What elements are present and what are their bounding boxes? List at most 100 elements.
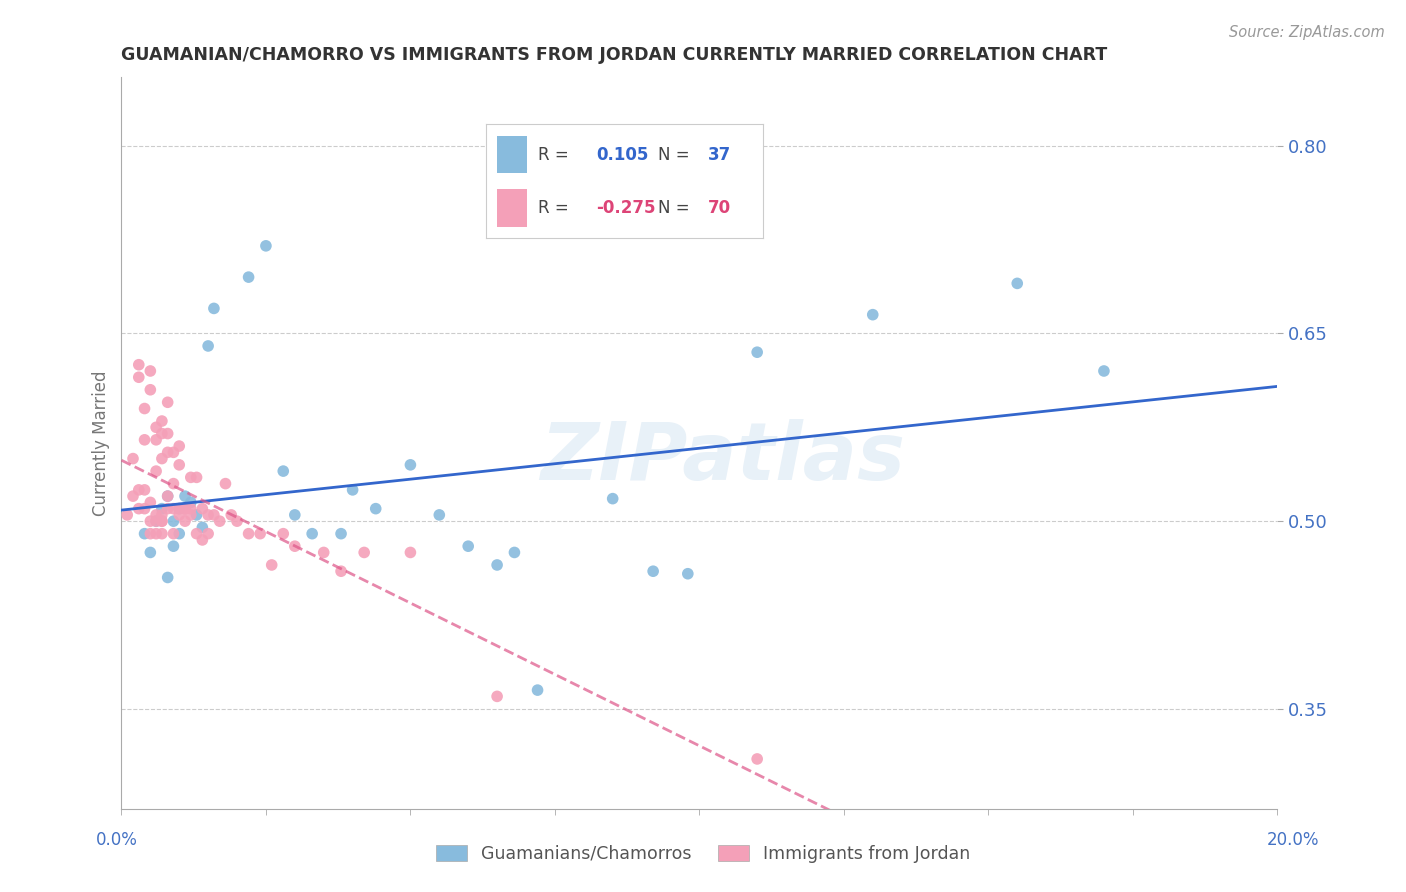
Point [145, 464, 167, 478]
Point [260, 558, 283, 572]
Point [180, 495, 202, 509]
Point [180, 508, 202, 522]
Point [150, 451, 173, 466]
Point [457, 539, 479, 553]
Point [186, 470, 208, 484]
Point [162, 526, 184, 541]
Point [134, 483, 156, 497]
Point [167, 439, 190, 453]
Point [150, 514, 173, 528]
Point [353, 545, 375, 559]
Point [174, 489, 197, 503]
Point [862, 308, 884, 322]
Point [312, 545, 335, 559]
Point [150, 508, 173, 522]
Point [150, 426, 173, 441]
Point [330, 564, 353, 578]
Text: GUAMANIAN/CHAMORRO VS IMMIGRANTS FROM JORDAN CURRENTLY MARRIED CORRELATION CHART: GUAMANIAN/CHAMORRO VS IMMIGRANTS FROM JO… [121, 46, 1108, 64]
Point [186, 526, 208, 541]
Point [156, 426, 179, 441]
Point [191, 533, 214, 547]
Point [167, 458, 190, 472]
Point [747, 752, 769, 766]
Point [162, 501, 184, 516]
Point [150, 501, 173, 516]
Point [271, 464, 294, 478]
Point [167, 508, 190, 522]
Point [162, 445, 184, 459]
Point [186, 508, 208, 522]
Point [202, 508, 225, 522]
Point [208, 514, 231, 528]
Point [150, 526, 173, 541]
Point [180, 470, 202, 484]
Point [197, 508, 219, 522]
Point [238, 270, 260, 285]
Y-axis label: Currently Married: Currently Married [93, 370, 110, 516]
Point [156, 395, 179, 409]
Text: ZIPatlas: ZIPatlas [540, 418, 905, 497]
Point [115, 508, 138, 522]
Point [150, 414, 173, 428]
Point [219, 508, 242, 522]
Point [330, 526, 353, 541]
Point [174, 501, 197, 516]
Point [128, 358, 150, 372]
Point [167, 501, 190, 516]
Point [202, 301, 225, 316]
Point [145, 526, 167, 541]
Point [747, 345, 769, 359]
Point [486, 558, 509, 572]
Point [162, 514, 184, 528]
Point [180, 501, 202, 516]
Point [226, 514, 249, 528]
Point [134, 433, 156, 447]
Point [134, 526, 156, 541]
Point [342, 483, 364, 497]
Point [174, 501, 197, 516]
Point [145, 420, 167, 434]
Point [676, 566, 699, 581]
Point [174, 514, 197, 528]
Text: 20.0%: 20.0% [1267, 831, 1319, 849]
Point [191, 501, 214, 516]
Point [364, 501, 387, 516]
Text: Source: ZipAtlas.com: Source: ZipAtlas.com [1229, 25, 1385, 40]
Point [156, 489, 179, 503]
Point [139, 526, 162, 541]
Point [301, 526, 323, 541]
Point [167, 501, 190, 516]
Point [162, 539, 184, 553]
Point [197, 339, 219, 353]
Point [145, 514, 167, 528]
Point [602, 491, 624, 506]
Point [139, 545, 162, 559]
Point [139, 495, 162, 509]
Legend: Guamanians/Chamorros, Immigrants from Jordan: Guamanians/Chamorros, Immigrants from Jo… [429, 838, 977, 870]
Point [399, 458, 422, 472]
Point [139, 514, 162, 528]
Point [156, 501, 179, 516]
Point [156, 570, 179, 584]
Point [254, 239, 277, 253]
Point [191, 520, 214, 534]
Point [271, 526, 294, 541]
Point [197, 526, 219, 541]
Point [399, 545, 422, 559]
Point [139, 364, 162, 378]
Point [128, 483, 150, 497]
Point [122, 489, 145, 503]
Point [162, 476, 184, 491]
Point [526, 683, 548, 698]
Point [486, 690, 509, 704]
Point [156, 489, 179, 503]
Point [214, 476, 236, 491]
Point [1092, 364, 1115, 378]
Point [284, 508, 307, 522]
Point [643, 564, 665, 578]
Point [134, 401, 156, 416]
Point [503, 545, 526, 559]
Point [145, 508, 167, 522]
Point [427, 508, 450, 522]
Point [122, 451, 145, 466]
